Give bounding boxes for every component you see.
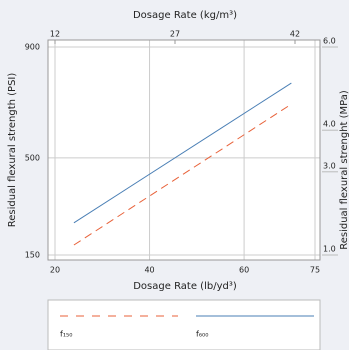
legend: [47, 299, 321, 350]
series-line: [73, 103, 292, 246]
y2-tick-label: 3.0: [323, 161, 336, 170]
y-tick-label: 500: [25, 153, 40, 162]
x-tick-label: 60: [239, 266, 249, 275]
bottom-axis-title: Dosage Rate (lb/yd³): [133, 281, 237, 292]
y2-tick-label: 6.0: [323, 37, 336, 46]
x2-tick-label: 27: [170, 30, 180, 39]
y-tick-label: 900: [25, 43, 40, 52]
legend-label: f₆₀₀: [196, 330, 208, 339]
x2-tick-label: 42: [290, 30, 300, 39]
x-tick-label: 40: [144, 266, 154, 275]
x2-tick-label: 12: [50, 30, 60, 39]
y-tick-label: 150: [25, 251, 40, 260]
x-tick-label: 20: [50, 266, 60, 275]
series-line: [73, 82, 292, 224]
top-axis-title: Dosage Rate (kg/m³): [133, 10, 237, 21]
x-tick-label: 75: [310, 266, 320, 275]
legend-label: f₁₅₀: [60, 330, 72, 339]
y2-tick-label: 1.0: [323, 245, 336, 254]
plot-border: [47, 39, 321, 261]
y2-tick-label: 4.0: [323, 120, 336, 129]
plot-area: [48, 40, 320, 260]
left-axis-title: Residual flexural strength (PSI): [7, 73, 18, 228]
right-axis-title: Residual flexural strenght (MPa): [339, 90, 349, 250]
